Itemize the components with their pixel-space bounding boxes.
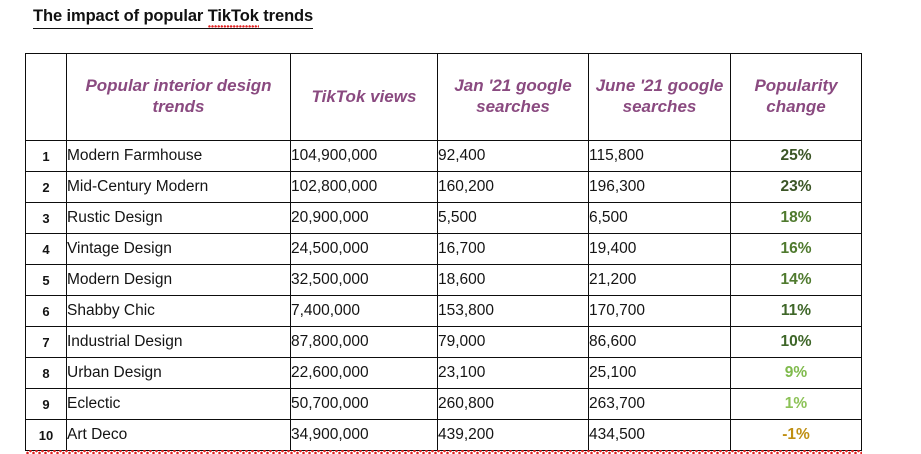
- table-row: 9 Eclectic 50,700,000 260,800 263,700 1%: [25, 388, 862, 420]
- cell-rank: 7: [25, 326, 67, 358]
- cell-june-searches: 115,800: [588, 140, 731, 172]
- table-row: 6 Shabby Chic 7,400,000 153,800 170,700 11%: [25, 295, 862, 327]
- cell-jan-searches: 16,700: [437, 233, 589, 265]
- cell-tiktok-views: 32,500,000: [290, 264, 438, 296]
- cell-tiktok-views: 20,900,000: [290, 202, 438, 234]
- header-row: Popular interior design trends TikTok vi…: [25, 53, 862, 141]
- cell-rank: 2: [25, 171, 67, 203]
- cell-popularity-change: 10%: [730, 326, 862, 358]
- cell-tiktok-views: 34,900,000: [290, 419, 438, 451]
- cell-tiktok-views: 87,800,000: [290, 326, 438, 358]
- cell-popularity-change: 1%: [730, 388, 862, 420]
- cell-tiktok-views: 22,600,000: [290, 357, 438, 389]
- cell-jan-searches: 23,100: [437, 357, 589, 389]
- cell-rank: 4: [25, 233, 67, 265]
- cell-june-searches: 170,700: [588, 295, 731, 327]
- cell-jan-searches: 92,400: [437, 140, 589, 172]
- cell-jan-searches: 5,500: [437, 202, 589, 234]
- cell-rank: 6: [25, 295, 67, 327]
- views-misspelled-word: TikTok: [311, 86, 366, 106]
- cell-rank: 10: [25, 419, 67, 451]
- cell-tiktok-views: 104,900,000: [290, 140, 438, 172]
- table-row: 4 Vintage Design 24,500,000 16,700 19,400 16%: [25, 233, 862, 265]
- cell-trend-name: Mid-Century Modern: [66, 171, 291, 203]
- cell-rank: 9: [25, 388, 67, 420]
- table-row: 10 Art Deco 34,900,000 439,200 434,500 -1%: [25, 419, 862, 451]
- cell-popularity-change: 18%: [730, 202, 862, 234]
- column-header-june-searches: June '21 google searches: [588, 53, 731, 141]
- cell-june-searches: 263,700: [588, 388, 731, 420]
- cell-june-searches: 434,500: [588, 419, 731, 451]
- table-row: 8 Urban Design 22,600,000 23,100 25,100 9%: [25, 357, 862, 389]
- cell-june-searches: 21,200: [588, 264, 731, 296]
- cell-rank: 5: [25, 264, 67, 296]
- column-header-rank: [25, 53, 67, 141]
- cell-jan-searches: 18,600: [437, 264, 589, 296]
- cell-jan-searches: 153,800: [437, 295, 589, 327]
- cell-trend-name: Rustic Design: [66, 202, 291, 234]
- views-header-rest: views: [365, 86, 417, 106]
- table-header: Popular interior design trends TikTok vi…: [25, 53, 862, 141]
- cell-popularity-change: 16%: [730, 233, 862, 265]
- cell-jan-searches: 79,000: [437, 326, 589, 358]
- cell-trend-name: Urban Design: [66, 357, 291, 389]
- cell-popularity-change: 23%: [730, 171, 862, 203]
- cell-popularity-change: 25%: [730, 140, 862, 172]
- cell-popularity-change: 9%: [730, 357, 862, 389]
- cell-tiktok-views: 24,500,000: [290, 233, 438, 265]
- table-row: 3 Rustic Design 20,900,000 5,500 6,500 18%: [25, 202, 862, 234]
- column-header-jan-searches: Jan '21 google searches: [437, 53, 589, 141]
- cell-trend-name: Modern Farmhouse: [66, 140, 291, 172]
- cell-tiktok-views: 50,700,000: [290, 388, 438, 420]
- table-row: 1 Modern Farmhouse 104,900,000 92,400 115,80…: [25, 140, 862, 172]
- cell-jan-searches: 260,800: [437, 388, 589, 420]
- cell-tiktok-views: 7,400,000: [290, 295, 438, 327]
- page-title: The impact of popular TikTok trends: [33, 7, 313, 29]
- cell-june-searches: 86,600: [588, 326, 731, 358]
- cell-rank: 8: [25, 357, 67, 389]
- column-header-views: TikTok views: [290, 53, 438, 141]
- trends-table: Popular interior design trends TikTok vi…: [25, 53, 862, 451]
- cell-june-searches: 25,100: [588, 357, 731, 389]
- table-row: 5 Modern Design 32,500,000 18,600 21,200 14%: [25, 264, 862, 296]
- cell-june-searches: 196,300: [588, 171, 731, 203]
- cell-jan-searches: 439,200: [437, 419, 589, 451]
- table-row: 2 Mid-Century Modern 102,800,000 160,200 196…: [25, 171, 862, 203]
- cell-trend-name: Vintage Design: [66, 233, 291, 265]
- cell-trend-name: Shabby Chic: [66, 295, 291, 327]
- cell-trend-name: Eclectic: [66, 388, 291, 420]
- cell-popularity-change: -1%: [730, 419, 862, 451]
- cell-rank: 3: [25, 202, 67, 234]
- cell-rank: 1: [25, 140, 67, 172]
- cell-trend-name: Modern Design: [66, 264, 291, 296]
- page-title-misspelled-word: TikTok: [207, 7, 259, 28]
- table-row: 7 Industrial Design 87,800,000 79,000 86,600…: [25, 326, 862, 358]
- cell-trend-name: Industrial Design: [66, 326, 291, 358]
- cell-jan-searches: 160,200: [437, 171, 589, 203]
- column-header-trend: Popular interior design trends: [66, 53, 291, 141]
- page-title-suffix: trends: [258, 7, 314, 25]
- cell-june-searches: 19,400: [588, 233, 731, 265]
- cell-popularity-change: 14%: [730, 264, 862, 296]
- table-body: 1 Modern Farmhouse 104,900,000 92,400 115,80…: [25, 140, 862, 451]
- cell-june-searches: 6,500: [588, 202, 731, 234]
- cell-tiktok-views: 102,800,000: [290, 171, 438, 203]
- cell-popularity-change: 11%: [730, 295, 862, 327]
- page-title-prefix: The impact of popular: [33, 7, 208, 25]
- cell-trend-name: Art Deco: [66, 419, 291, 451]
- column-header-popularity-change: Popularity change: [730, 53, 862, 141]
